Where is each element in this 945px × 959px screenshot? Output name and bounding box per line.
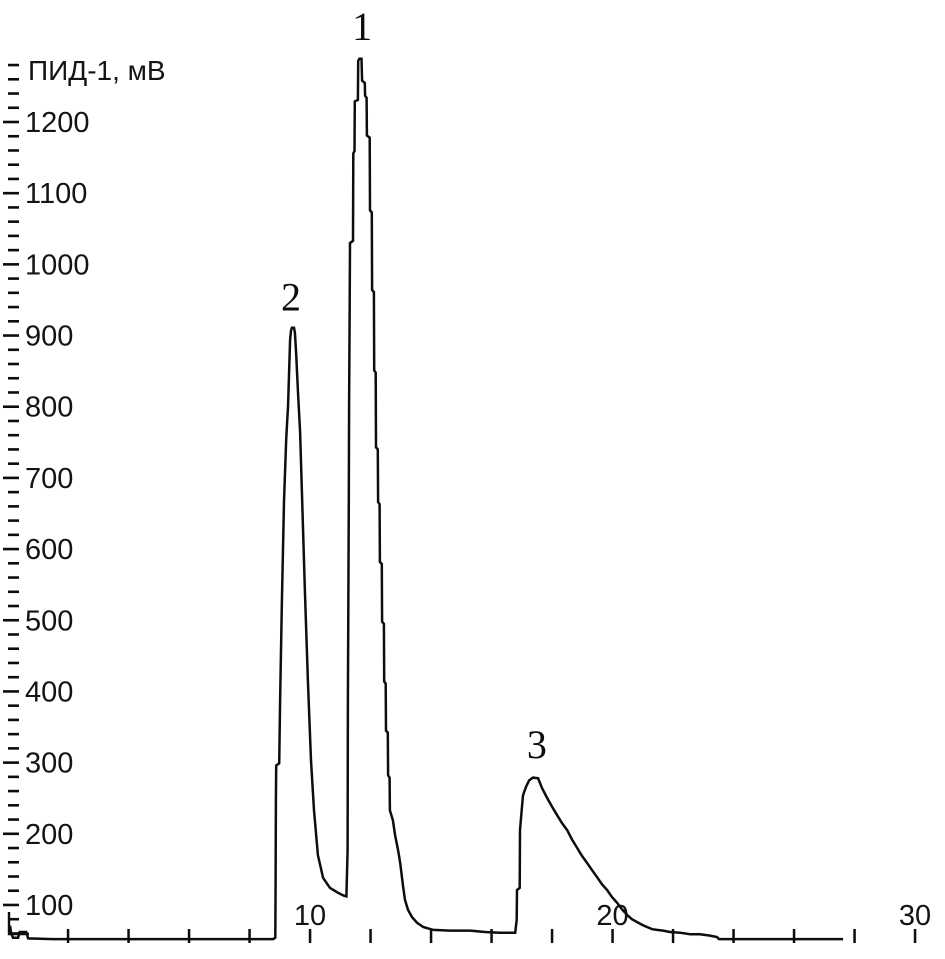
y-axis-tick-label: 600 xyxy=(25,534,73,566)
y-axis-tick-label: 1100 xyxy=(25,178,87,210)
x-axis-labels: 10 20 30 xyxy=(294,900,931,932)
chromatogram-trace xyxy=(8,57,844,941)
x-axis-tick-label: 20 xyxy=(596,900,628,932)
x-axis-tick-label: 30 xyxy=(899,900,931,932)
y-axis-labels: 100 200 300 400 500 600 700 800 900 1000 1100 1200 xyxy=(25,107,90,922)
y-axis xyxy=(3,63,19,935)
axis-corner xyxy=(7,912,29,936)
y-axis-tick-label: 500 xyxy=(25,605,73,637)
y-axis-tick-label: 800 xyxy=(25,392,73,424)
y-axis-tick-label: 200 xyxy=(25,819,73,851)
peak-label-3: 3 xyxy=(527,722,547,767)
y-axis-title: ПИД-1, мВ xyxy=(28,55,166,86)
y-axis-tick-label: 900 xyxy=(25,321,73,353)
y-axis-tick-label: 700 xyxy=(25,463,73,495)
y-axis-tick-label: 100 xyxy=(25,890,73,922)
peak-label-2: 2 xyxy=(281,274,301,319)
y-axis-tick-label: 1000 xyxy=(25,249,90,281)
peak-label-1: 1 xyxy=(352,4,372,49)
y-axis-tick-label: 300 xyxy=(25,748,73,780)
y-axis-tick-label: 400 xyxy=(25,676,73,708)
peak-labels: 1 2 3 xyxy=(281,4,547,767)
y-axis-tick-label: 1200 xyxy=(25,107,90,139)
x-axis-tick-label: 10 xyxy=(294,900,326,932)
